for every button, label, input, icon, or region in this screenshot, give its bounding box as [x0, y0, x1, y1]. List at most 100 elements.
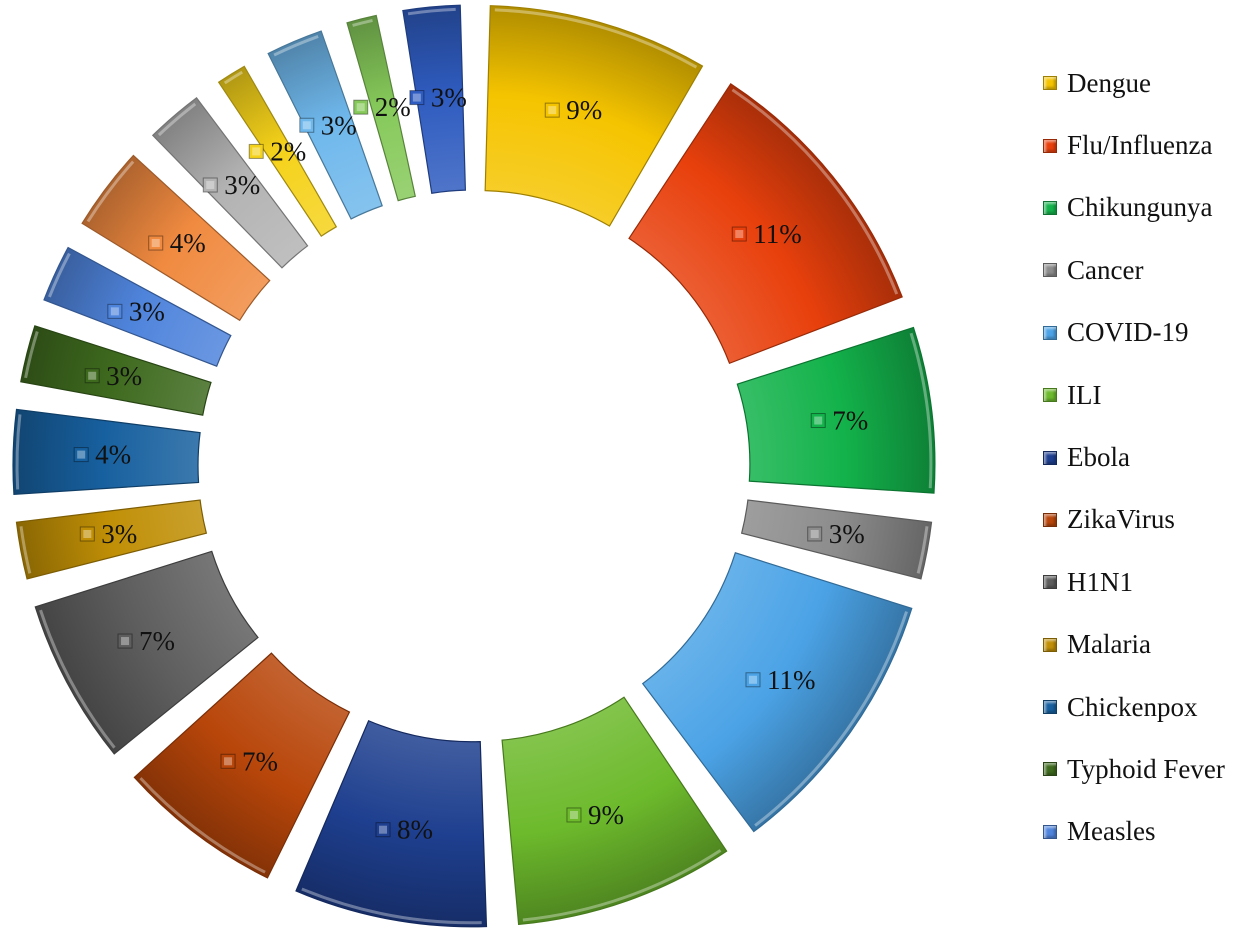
data-label-marker-shine-13: [151, 239, 160, 248]
slice-0: [484, 5, 704, 227]
data-label-text-14: 3%: [224, 170, 260, 200]
data-label-4: 11%: [745, 665, 815, 695]
data-label-marker-shine-8: [121, 637, 130, 646]
data-label-marker-3: [807, 526, 823, 542]
slice-10: [12, 408, 201, 496]
slice-highlight-15: [223, 70, 243, 85]
legend-label: Flu/Influenza: [1067, 130, 1213, 161]
slice-highlight-8: [39, 609, 116, 749]
slice-highlight-9: [19, 526, 32, 574]
data-label-18: 3%: [409, 83, 467, 113]
data-label-marker-shine-9: [83, 529, 92, 538]
data-label-16: 3%: [299, 110, 357, 140]
legend-label: Chickenpox: [1067, 691, 1198, 722]
data-label-marker-2: [810, 413, 826, 429]
slice-highlight-11: [24, 331, 39, 379]
slice-16: [267, 30, 383, 220]
legend-swatch: [1043, 637, 1057, 652]
legend-swatch: [1043, 824, 1057, 839]
data-label-marker-shine-5: [569, 810, 578, 819]
data-label-7: 7%: [220, 746, 278, 776]
legend-item: Chickenpox: [1043, 676, 1248, 738]
data-label-marker-1: [731, 226, 747, 242]
legend-label: Typhoid Fever: [1067, 753, 1225, 784]
slice-highlight-14: [157, 102, 197, 137]
legend-label: Malaria: [1067, 629, 1151, 660]
slice-9: [15, 499, 208, 580]
legend-item: COVID-19: [1043, 302, 1248, 364]
data-label-marker-6: [375, 822, 391, 838]
data-label-17: 2%: [353, 92, 411, 122]
data-label-marker-shine-4: [748, 675, 757, 684]
slice-18: [402, 4, 467, 194]
data-label-text-0: 9%: [566, 95, 602, 125]
data-label-text-2: 7%: [832, 406, 868, 436]
data-label-3: 3%: [807, 519, 865, 549]
legend-item: ILI: [1043, 364, 1248, 426]
legend-item: Typhoid Fever: [1043, 738, 1248, 800]
data-label-marker-shine-10: [77, 450, 86, 459]
legend-swatch: [1043, 575, 1057, 590]
legend-label: Dengue: [1067, 67, 1151, 98]
legend-label: H1N1: [1067, 566, 1133, 597]
data-label-11: 3%: [84, 361, 142, 391]
slice-15: [217, 65, 338, 237]
data-label-marker-shine-6: [379, 825, 388, 834]
slice-highlight-3: [916, 526, 929, 574]
data-label-marker-shine-15: [252, 147, 261, 156]
data-label-marker-5: [566, 807, 582, 823]
slice-1: [628, 83, 903, 365]
data-label-15: 2%: [248, 136, 306, 166]
legend-label: Chikungunya: [1067, 192, 1213, 223]
data-label-marker-shine-3: [810, 529, 819, 538]
legend-item: Chikungunya: [1043, 177, 1248, 239]
data-label-text-17: 2%: [375, 92, 411, 122]
legend-item: Dengue: [1043, 52, 1248, 114]
data-label-marker-0: [544, 102, 560, 118]
slice-17: [346, 14, 416, 202]
data-label-text-5: 9%: [588, 800, 624, 830]
slice-6: [295, 719, 488, 928]
data-label-marker-16: [299, 117, 315, 133]
labels-layer: 9% 11% 7% 3% 11% 9% 8% 7% 7% 3% 4% 3% 3% 4% 3% 2% 3% 2% 3%: [73, 83, 868, 845]
slice-highlight-17: [352, 18, 373, 27]
data-label-text-11: 3%: [106, 361, 142, 391]
data-label-10: 4%: [73, 440, 131, 470]
legend-swatch: [1043, 512, 1057, 527]
slice-highlight-18: [407, 7, 456, 16]
data-label-marker-18: [409, 90, 425, 106]
slice-8: [34, 550, 259, 755]
data-label-text-3: 3%: [829, 519, 865, 549]
data-label-text-13: 4%: [170, 228, 206, 258]
legend-item: Measles: [1043, 801, 1248, 863]
legend-item: ZikaVirus: [1043, 489, 1248, 551]
slice-5: [501, 696, 728, 926]
data-label-12: 3%: [107, 296, 165, 326]
data-label-marker-shine-0: [548, 106, 557, 115]
legend-label: ILI: [1067, 379, 1102, 410]
data-label-marker-14: [202, 177, 218, 193]
legend-swatch: [1043, 76, 1057, 91]
legend-item: Malaria: [1043, 614, 1248, 676]
legend-swatch: [1043, 263, 1057, 278]
data-label-marker-shine-18: [412, 93, 421, 102]
data-label-marker-8: [117, 633, 133, 649]
data-label-text-9: 3%: [101, 519, 137, 549]
data-label-8: 7%: [117, 626, 175, 656]
slice-highlight-5: [522, 849, 722, 922]
data-label-2: 7%: [810, 406, 868, 436]
data-label-text-10: 4%: [95, 440, 131, 470]
data-label-text-15: 2%: [270, 136, 306, 166]
slice-highlight-10: [15, 414, 22, 490]
data-label-marker-13: [148, 235, 164, 251]
slice-highlight-1: [731, 88, 899, 295]
data-label-marker-shine-7: [224, 757, 233, 766]
legend-item: Cancer: [1043, 239, 1248, 301]
data-label-marker-shine-16: [302, 121, 311, 130]
data-label-marker-shine-14: [206, 181, 215, 190]
legend-swatch: [1043, 450, 1057, 465]
legend-swatch: [1043, 762, 1057, 777]
legend-swatch: [1043, 388, 1057, 403]
